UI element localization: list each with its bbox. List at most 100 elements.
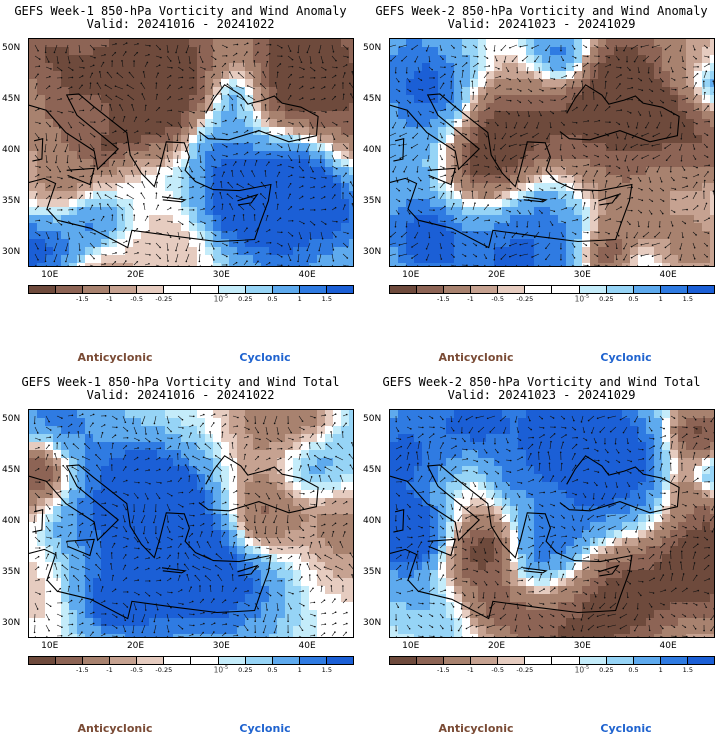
field-cell [173, 103, 181, 111]
wind-vector-head [303, 222, 305, 225]
wind-vector-head [530, 102, 532, 104]
field-cell [125, 95, 133, 103]
wind-vector [390, 143, 397, 146]
field-cell [446, 87, 454, 95]
wind-vector-head [303, 68, 305, 71]
field-cell [502, 191, 510, 199]
field-cell [446, 95, 454, 103]
wind-vector-head [706, 256, 708, 258]
coastline [559, 84, 680, 143]
wind-vector-head [269, 241, 272, 244]
field-cell [470, 55, 478, 63]
field-cell [261, 199, 269, 207]
wind-vector [703, 203, 707, 211]
wind-vector [177, 55, 180, 63]
wind-vector-head [608, 265, 610, 266]
field-cell [686, 119, 694, 127]
colorbar-units-exponent: -5 [223, 294, 229, 300]
field-cell [213, 263, 221, 266]
field-cell [173, 199, 181, 207]
field-cell [245, 87, 253, 95]
wind-vector [342, 264, 348, 266]
field-cell [478, 79, 486, 87]
wind-vector-head [510, 198, 512, 200]
field-cell [141, 103, 149, 111]
wind-vector-head [662, 101, 665, 104]
wind-vector-head [686, 185, 689, 187]
field-cell [37, 223, 45, 231]
field-cell [333, 239, 341, 247]
wind-vector-head [301, 85, 304, 88]
field-cell [85, 103, 93, 111]
field-cell [678, 55, 686, 63]
field-cell [582, 159, 590, 167]
wind-vector-head [289, 248, 292, 250]
field-cell [149, 239, 157, 247]
wind-vector [494, 55, 498, 61]
field-cell [237, 247, 245, 255]
field-cell [325, 47, 333, 55]
field-cell [181, 127, 189, 135]
field-cell [277, 167, 285, 175]
wind-vector-head [115, 252, 117, 254]
wind-vector-head [565, 183, 567, 186]
field-cell [414, 191, 422, 199]
field-cell [309, 127, 317, 135]
wind-vector-head [71, 97, 73, 100]
field-cell [686, 231, 694, 239]
wind-vector-head [159, 135, 162, 138]
field-cell [213, 95, 221, 103]
wind-vector-head [673, 211, 676, 213]
field-cell [157, 63, 165, 71]
wind-vector-head [123, 159, 126, 162]
wind-vector-head [405, 71, 408, 74]
field-cell [133, 167, 141, 175]
field-cell [478, 87, 486, 95]
wind-vector [560, 154, 563, 161]
field-cell [189, 231, 197, 239]
field-cell [117, 255, 125, 263]
field-cell [486, 95, 494, 103]
wind-vector-head [347, 56, 349, 58]
field-cell [205, 255, 213, 263]
field-cell [117, 207, 125, 215]
wind-vector-head [105, 243, 107, 245]
field-cell [710, 151, 714, 159]
field-cell [702, 239, 710, 247]
field-cell [117, 247, 125, 255]
field-cell [269, 167, 277, 175]
wind-vector [532, 44, 540, 49]
wind-vector-head [519, 90, 522, 92]
wind-vector [187, 132, 190, 141]
wind-vector-head [114, 51, 117, 54]
field-cell [69, 79, 77, 87]
field-cell [141, 223, 149, 231]
wind-vector [531, 253, 540, 258]
field-cell [694, 87, 702, 95]
field-cell [510, 95, 518, 103]
wind-vector [320, 220, 326, 225]
field-cell [494, 39, 502, 47]
field-cell [221, 87, 229, 95]
wind-vector-head [227, 181, 230, 184]
wind-vector [221, 172, 225, 178]
wind-vector [713, 191, 714, 196]
wind-vector [645, 121, 650, 128]
wind-vector-head [314, 177, 316, 180]
wind-vector-head [442, 234, 444, 237]
wind-vector [411, 242, 419, 248]
field-cell [590, 215, 598, 223]
wind-vector [692, 192, 697, 200]
field-cell [462, 263, 470, 266]
field-cell [277, 87, 285, 95]
wind-vector-head [530, 190, 532, 192]
field-cell [406, 55, 414, 63]
field-cell [181, 255, 189, 263]
wind-vector-head [538, 225, 541, 228]
field-cell [550, 127, 558, 135]
field-cell [710, 247, 714, 255]
field-cell [261, 239, 269, 247]
field-cell [462, 55, 470, 63]
field-cell [502, 95, 510, 103]
field-cell [85, 191, 93, 199]
